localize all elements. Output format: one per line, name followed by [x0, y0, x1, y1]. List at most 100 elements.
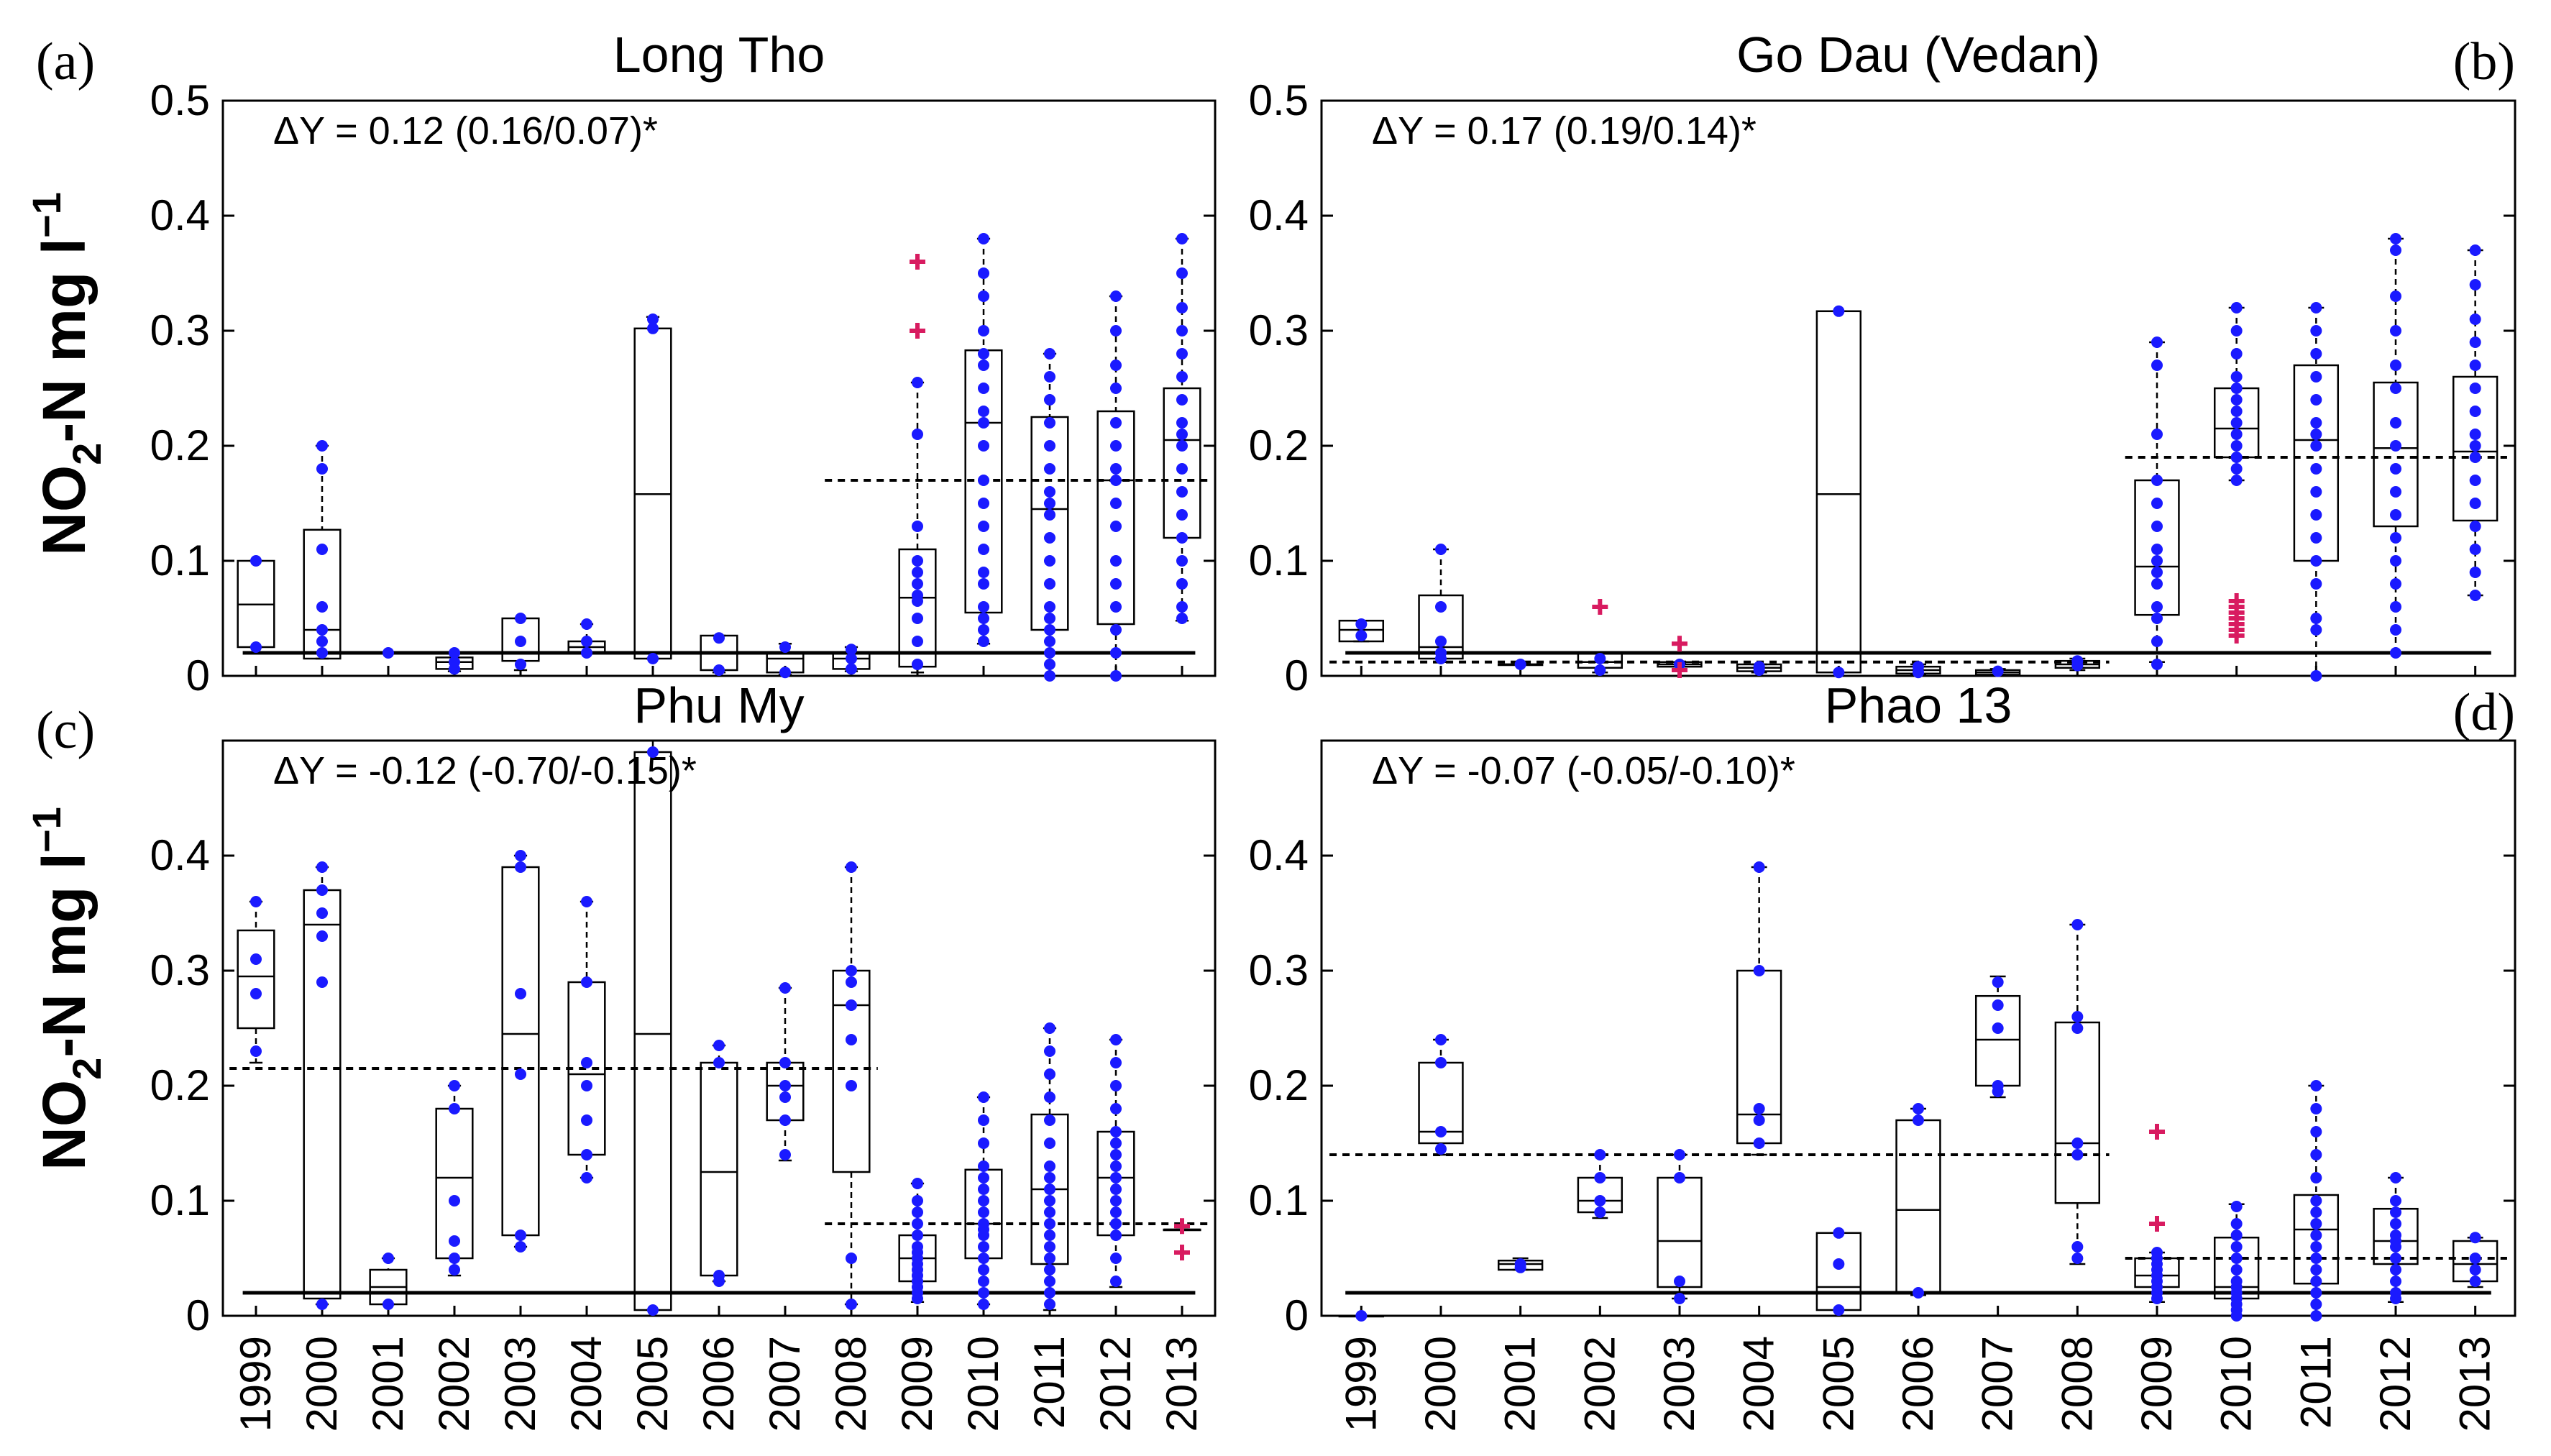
x-tick-label: 2000: [1416, 1336, 1465, 1432]
data-point: [2310, 509, 2322, 521]
box-iqr: [501, 866, 540, 1237]
data-point: [978, 233, 989, 244]
data-point: [515, 1230, 526, 1241]
data-point: [1044, 578, 1055, 590]
data-point: [779, 667, 791, 679]
box-2012: [2373, 233, 2419, 659]
data-point: [1044, 636, 1055, 647]
data-point: [1176, 417, 1188, 429]
data-point: [1044, 1183, 1055, 1195]
data-point: [1514, 659, 1526, 670]
data-point: [2310, 1299, 2322, 1310]
y-axis-label-top: NO2-N mg l−1: [24, 192, 109, 556]
data-point: [2310, 440, 2322, 452]
data-point: [2390, 1264, 2401, 1276]
data-point: [713, 632, 725, 644]
data-point: [1435, 544, 1447, 555]
box-1999: [237, 555, 275, 653]
data-point: [581, 647, 592, 659]
data-point: [912, 521, 923, 532]
data-point: [515, 1068, 526, 1080]
x-tick-label: 2003: [1655, 1336, 1703, 1432]
data-point: [1992, 1086, 2004, 1097]
data-point: [383, 1299, 394, 1310]
data-point: [1044, 1022, 1055, 1034]
y-tick-label: 0.1: [150, 1176, 210, 1224]
data-point: [581, 1114, 592, 1126]
data-point: [1355, 618, 1368, 630]
data-point: [912, 636, 923, 647]
data-point: [250, 988, 262, 999]
data-point: [912, 1207, 923, 1218]
data-point: [1110, 1160, 1122, 1172]
data-point: [1176, 325, 1188, 336]
data-point: [2310, 394, 2322, 406]
data-point: [1355, 1310, 1368, 1322]
data-point: [2151, 636, 2163, 647]
data-point: [2230, 406, 2243, 417]
box-2007: [766, 982, 805, 1162]
data-point: [713, 664, 725, 676]
y-tick-label: 0.5: [1249, 76, 1309, 124]
data-point: [1833, 667, 1845, 679]
data-point: [1110, 647, 1122, 659]
data-point: [2151, 360, 2163, 371]
y-tick-label: 0.2: [1249, 421, 1309, 470]
outlier-marker: [1592, 599, 1608, 615]
data-point: [2469, 521, 2481, 532]
x-tick-label: 2008: [2053, 1336, 2101, 1432]
data-point: [2310, 463, 2322, 475]
data-point: [2390, 509, 2401, 521]
data-point: [2230, 475, 2243, 486]
data-point: [383, 647, 394, 659]
data-point: [2310, 578, 2322, 590]
data-point: [515, 861, 526, 873]
data-point: [2230, 383, 2243, 394]
data-point: [912, 1178, 923, 1189]
data-point: [978, 417, 989, 429]
data-point: [2310, 429, 2322, 440]
data-point: [2310, 1310, 2322, 1322]
data-point: [2230, 440, 2243, 452]
data-point: [2469, 440, 2481, 452]
data-point: [2310, 1126, 2322, 1137]
outlier-marker: [2149, 1216, 2165, 1232]
data-point: [515, 659, 526, 670]
box-2003: [1657, 1149, 1703, 1304]
y-tick-label: 0.2: [150, 421, 210, 470]
data-point: [2230, 452, 2243, 463]
y-tick-label: 0.2: [150, 1061, 210, 1109]
data-point: [1435, 1057, 1447, 1068]
data-point: [316, 636, 328, 647]
panel-title: Long Tho: [613, 27, 825, 83]
data-point: [1833, 1258, 1845, 1270]
data-point: [1110, 1034, 1122, 1045]
data-point: [1044, 1230, 1055, 1241]
data-point: [449, 1235, 460, 1247]
data-point: [2390, 1195, 2401, 1207]
data-point: [2310, 1207, 2322, 1218]
panel-label: (b): [2453, 32, 2515, 91]
data-point: [2469, 1232, 2481, 1244]
data-point: [2151, 567, 2163, 578]
data-point: [1044, 1299, 1055, 1310]
data-point: [912, 659, 923, 670]
data-point: [2151, 521, 2163, 532]
x-tick-label: 2006: [695, 1336, 743, 1432]
data-point: [1110, 1276, 1122, 1287]
data-point: [581, 1172, 592, 1183]
data-point: [2071, 659, 2084, 672]
x-tick-label: 1999: [232, 1336, 280, 1432]
data-point: [1833, 1227, 1845, 1239]
data-point: [1913, 1103, 1924, 1114]
box-2002: [435, 1080, 474, 1277]
box-2005: [1815, 305, 1862, 679]
data-point: [2390, 555, 2401, 567]
data-point: [2230, 325, 2243, 336]
data-point: [1044, 555, 1055, 567]
data-point: [449, 1195, 460, 1207]
data-point: [250, 896, 262, 907]
box-2000: [303, 440, 342, 660]
data-point: [2390, 244, 2401, 256]
box-2011: [2293, 302, 2340, 682]
